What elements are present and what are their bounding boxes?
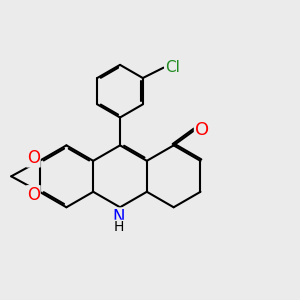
Text: O: O: [195, 121, 209, 139]
Text: O: O: [27, 186, 40, 204]
Text: O: O: [27, 149, 40, 167]
Text: Cl: Cl: [165, 60, 180, 75]
Text: N: N: [112, 208, 125, 226]
Text: H: H: [113, 220, 124, 234]
